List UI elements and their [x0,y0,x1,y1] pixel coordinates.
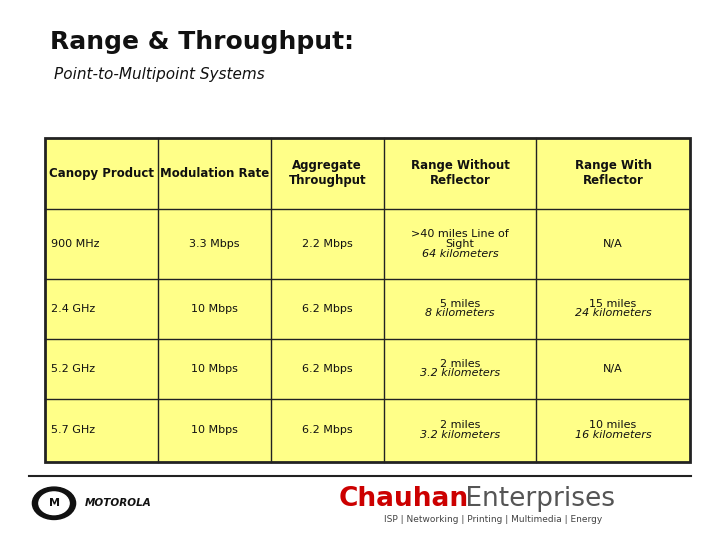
Text: 10 Mbps: 10 Mbps [191,425,238,435]
Text: MOTOROLA: MOTOROLA [85,498,152,508]
Text: Point-to-Multipoint Systems: Point-to-Multipoint Systems [54,68,265,83]
Text: Chauhan: Chauhan [338,487,469,512]
Circle shape [32,487,76,519]
Text: Enterprises: Enterprises [457,487,615,512]
Text: 6.2 Mbps: 6.2 Mbps [302,303,353,314]
Text: 10 miles: 10 miles [590,420,636,430]
Text: ISP | Networking | Printing | Multimedia | Energy: ISP | Networking | Printing | Multimedia… [384,515,603,524]
Text: Sight: Sight [446,239,474,249]
Text: 3.2 kilometers: 3.2 kilometers [420,368,500,379]
Text: 3.3 Mbps: 3.3 Mbps [189,239,240,249]
Text: Canopy Product: Canopy Product [49,167,154,180]
Text: 5 miles: 5 miles [440,299,480,309]
Text: M: M [48,498,60,508]
Text: 6.2 Mbps: 6.2 Mbps [302,425,353,435]
Text: 6.2 Mbps: 6.2 Mbps [302,363,353,374]
Text: 16 kilometers: 16 kilometers [575,430,652,440]
Text: Aggregate
Throughput: Aggregate Throughput [289,159,366,187]
FancyBboxPatch shape [45,138,690,462]
Text: >40 miles Line of: >40 miles Line of [411,229,509,239]
Text: 2 miles: 2 miles [440,420,480,430]
Text: 2 miles: 2 miles [440,359,480,369]
Text: 2.4 GHz: 2.4 GHz [51,303,95,314]
Text: 5.7 GHz: 5.7 GHz [51,425,95,435]
Text: 10 Mbps: 10 Mbps [191,363,238,374]
Text: 8 kilometers: 8 kilometers [426,308,495,319]
Text: 2.2 Mbps: 2.2 Mbps [302,239,353,249]
Text: Range Without
Reflector: Range Without Reflector [410,159,510,187]
Text: 5.2 GHz: 5.2 GHz [51,363,95,374]
Text: 900 MHz: 900 MHz [51,239,99,249]
Text: Range & Throughput:: Range & Throughput: [50,30,354,53]
Text: 3.2 kilometers: 3.2 kilometers [420,430,500,440]
Circle shape [39,492,69,515]
Text: Range With
Reflector: Range With Reflector [575,159,652,187]
Text: 15 miles: 15 miles [590,299,636,309]
Text: 10 Mbps: 10 Mbps [191,303,238,314]
Text: N/A: N/A [603,363,623,374]
Text: 64 kilometers: 64 kilometers [422,248,498,259]
Text: N/A: N/A [603,239,623,249]
Text: Modulation Rate: Modulation Rate [160,167,269,180]
Text: 24 kilometers: 24 kilometers [575,308,652,319]
